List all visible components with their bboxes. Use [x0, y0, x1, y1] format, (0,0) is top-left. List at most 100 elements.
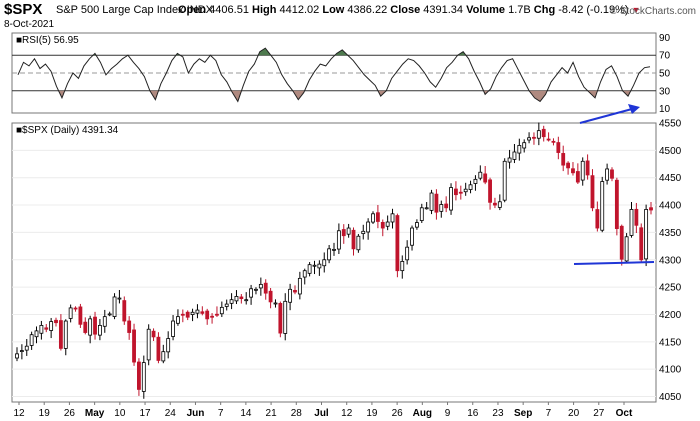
- candle-up: [273, 302, 278, 305]
- candle-up: [512, 151, 517, 160]
- candle-down: [132, 329, 136, 363]
- candle-up: [249, 288, 254, 298]
- candle-down: [156, 336, 161, 361]
- x-tick-label: 23: [492, 408, 504, 419]
- x-tick-label: May: [85, 408, 105, 419]
- rsi-oversold-fill: [292, 90, 305, 100]
- candle-up: [258, 283, 263, 289]
- change-label: Chg: [533, 4, 556, 16]
- candle-up: [302, 270, 307, 278]
- price-tick-label: 4450: [659, 173, 682, 184]
- candle-up: [624, 236, 629, 262]
- x-tick-label: Oct: [616, 408, 633, 419]
- volume-label: Volume: [466, 4, 506, 16]
- candle-up: [166, 338, 171, 353]
- candle-down: [575, 171, 580, 183]
- x-tick-label: 14: [240, 408, 252, 419]
- candle-down: [127, 320, 132, 333]
- x-tick-label: 24: [165, 408, 177, 419]
- candle-down: [639, 227, 644, 261]
- price-tick-label: 4550: [659, 119, 682, 130]
- candle-up: [15, 353, 19, 359]
- price-tick-label: 4400: [659, 201, 682, 212]
- x-tick-label: 7: [218, 408, 224, 419]
- candle-down: [551, 140, 556, 143]
- support-line: [573, 261, 655, 265]
- price-tick-label: 4350: [659, 228, 682, 239]
- candle-up: [522, 142, 527, 149]
- price-tick-label: 4300: [659, 255, 682, 266]
- candle-up: [171, 320, 175, 337]
- open-label: Open: [178, 4, 207, 16]
- x-tick-label: 10: [114, 408, 126, 419]
- price-tick-label: 4250: [659, 283, 682, 294]
- candle-down: [380, 221, 385, 229]
- x-tick-label: 19: [39, 408, 51, 419]
- rising-arrow-head: [628, 104, 640, 114]
- candle-up: [439, 204, 444, 212]
- candle-up: [19, 350, 24, 352]
- candle-down: [649, 207, 653, 211]
- candle-up: [410, 227, 414, 246]
- candle-up: [244, 299, 249, 302]
- candle-down: [619, 225, 624, 260]
- candle-up: [580, 160, 585, 181]
- candle-up: [107, 313, 112, 316]
- candle-up: [219, 306, 224, 315]
- candle-up: [161, 351, 166, 362]
- price-title: ■$SPX (Daily) 4391.34: [16, 125, 119, 136]
- down-triangle-icon: ▼: [631, 5, 641, 15]
- open-value: 4406.51: [209, 4, 249, 16]
- x-tick-label: 17: [139, 408, 151, 419]
- candle-down: [180, 313, 185, 316]
- candle-up: [629, 209, 634, 236]
- candle-down: [488, 179, 492, 203]
- candle-up: [307, 264, 312, 274]
- low-label: Low: [322, 4, 345, 16]
- candle-up: [297, 277, 302, 295]
- candle-down: [556, 142, 561, 153]
- candle-down: [215, 313, 219, 316]
- rsi-line: [17, 47, 651, 103]
- candle-down: [375, 212, 380, 222]
- candle-up: [449, 187, 453, 211]
- candle-up: [102, 316, 107, 327]
- candle-down: [93, 316, 97, 335]
- candle-down: [590, 175, 595, 209]
- close-label: Close: [390, 4, 421, 16]
- candle-down: [205, 310, 210, 320]
- candle-up: [312, 264, 317, 267]
- candle-up: [176, 316, 180, 324]
- rsi-tick-label: 30: [659, 86, 671, 97]
- candle-up: [600, 181, 605, 231]
- candle-up: [229, 299, 234, 304]
- rsi-tick-label: 70: [659, 51, 671, 62]
- candle-down: [351, 229, 356, 250]
- exchange-label: INDX: [186, 4, 213, 16]
- x-tick-label: Aug: [413, 408, 432, 419]
- candle-down: [78, 306, 83, 325]
- candle-up: [502, 160, 507, 201]
- candle-up: [366, 221, 371, 233]
- candle-up: [24, 345, 29, 351]
- index-full-name: S&P 500 Large Cap Index: [56, 4, 184, 16]
- candle-up: [517, 145, 522, 154]
- candle-up: [29, 334, 34, 346]
- candle-up: [63, 320, 68, 349]
- candle-down: [561, 153, 566, 166]
- symbol-title: $SPX: [4, 1, 43, 18]
- candle-up: [195, 309, 200, 314]
- candle-up: [371, 213, 375, 223]
- candle-up: [536, 130, 541, 139]
- candle-down: [566, 162, 571, 169]
- x-tick-label: 21: [266, 408, 278, 419]
- candle-down: [268, 290, 273, 303]
- axes: 10 30 50 70 90 4050 4100 4150 4200 4250 4300 4350 44…: [13, 33, 681, 419]
- candle-up: [429, 192, 434, 211]
- candle-up: [400, 261, 405, 272]
- x-tick-label: 16: [467, 408, 479, 419]
- candle-down: [83, 321, 88, 333]
- candle-up: [419, 207, 424, 221]
- change-value: -8.42 (-0.19%): [558, 4, 629, 16]
